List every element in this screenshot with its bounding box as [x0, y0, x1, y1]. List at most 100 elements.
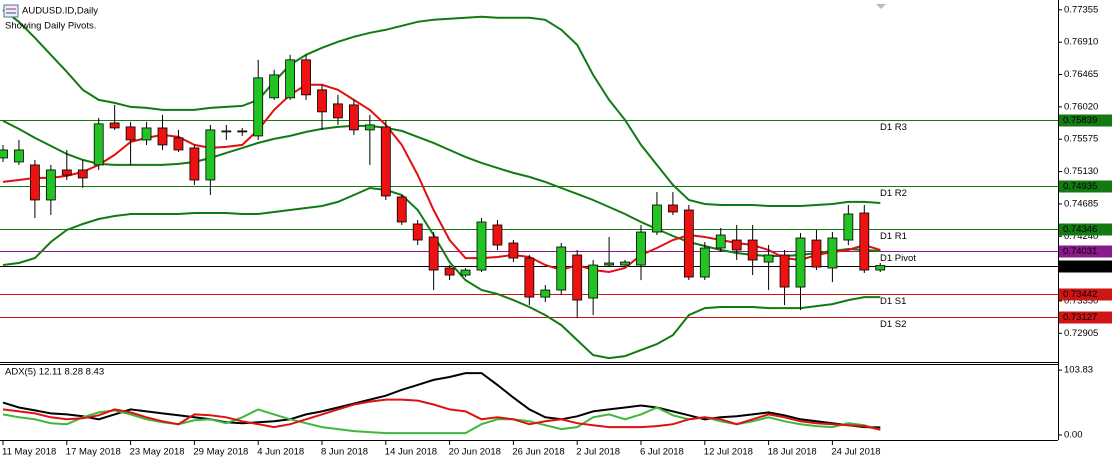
price-box: [1059, 311, 1112, 324]
candle-body: [141, 127, 152, 141]
price-box: [1059, 260, 1112, 273]
indicator-title: ADX(5) 12.11 8.28 8.43: [5, 367, 104, 378]
candle-body: [157, 127, 168, 146]
candle-body: [348, 104, 359, 131]
candle-body: [875, 265, 886, 271]
pivot-label: D1 R2: [880, 188, 907, 199]
y-tick-label: 103.83: [1064, 365, 1093, 376]
candle-body: [556, 246, 567, 291]
x-tick-label: 11 May 2018: [2, 447, 56, 458]
candle-body: [476, 221, 487, 271]
candle-body: [524, 257, 535, 298]
candle-body: [0, 149, 8, 159]
candle-body: [460, 269, 471, 276]
y-tick-label: 0.72905: [1064, 328, 1098, 339]
candle-body: [428, 236, 439, 271]
candle-body: [620, 261, 630, 266]
candle-body: [715, 234, 726, 249]
x-tick-label: 2 Jul 2018: [576, 447, 620, 458]
price-box: [1059, 223, 1112, 236]
candle-body: [396, 196, 407, 223]
price-box-label: 0.75839: [1063, 115, 1097, 126]
candle-body: [588, 264, 599, 299]
candle-body: [508, 242, 519, 259]
x-tick-label: 24 Jul 2018: [831, 447, 880, 458]
pivot-label: D1 R3: [880, 122, 907, 133]
x-tick-label: 29 May 2018: [193, 447, 248, 458]
candle-body: [444, 267, 455, 276]
candle-body: [604, 262, 614, 266]
price-box: [1059, 114, 1112, 127]
candle-body: [572, 254, 583, 301]
candle-body: [364, 124, 375, 131]
candle-body: [779, 254, 790, 288]
chart-title: AUDUSD.ID,Daily: [22, 6, 98, 17]
x-tick-label: 14 Jun 2018: [385, 447, 437, 458]
candle-body: [540, 289, 551, 298]
price-box: [1059, 180, 1112, 193]
candle-body: [859, 212, 870, 271]
candle-body: [29, 164, 40, 201]
y-tick-label: 0.73350: [1064, 295, 1098, 306]
candle-body: [93, 123, 104, 166]
candle-body: [636, 231, 646, 266]
candle-body: [731, 239, 742, 251]
candle-body: [747, 239, 758, 261]
candle-body: [237, 130, 248, 133]
candle-body: [45, 169, 56, 201]
indicator-line: [2, 186, 881, 360]
chart-subtitle: Showing Daily Pivots.: [5, 21, 96, 32]
x-tick-label: 17 May 2018: [66, 447, 121, 458]
y-tick-label: 0.00: [1064, 430, 1083, 441]
candle-body: [492, 224, 503, 246]
candle-body: [811, 239, 822, 268]
chart-icon: [3, 4, 19, 18]
candle-body: [221, 130, 232, 133]
candle-body: [173, 137, 184, 151]
x-tick-label: 4 Jun 2018: [257, 447, 304, 458]
y-tick-label: 0.74685: [1064, 198, 1098, 209]
price-box-label: 0.73442: [1063, 289, 1097, 300]
candle-body: [380, 126, 391, 197]
indicator-line: [2, 9, 881, 207]
x-tick-label: 23 May 2018: [130, 447, 185, 458]
candle-body: [827, 237, 838, 269]
candle-body: [317, 89, 327, 113]
candle-body: [285, 59, 296, 99]
x-tick-label: 26 Jun 2018: [512, 447, 564, 458]
pivot-label: D1 R1: [880, 231, 907, 242]
price-box: [1059, 288, 1112, 301]
pivot-label: D1 Pivot: [880, 253, 916, 264]
pivot-label: D1 S2: [880, 319, 906, 330]
candle-body: [253, 77, 264, 137]
price-box: [1059, 245, 1112, 258]
candle-body: [14, 149, 24, 163]
shift-marker: [876, 4, 886, 9]
candle-body: [795, 237, 806, 288]
price-box-label: 0.73837: [1063, 261, 1097, 272]
x-tick-label: 20 Jun 2018: [449, 447, 501, 458]
candle-body: [763, 254, 774, 263]
candle-body: [843, 213, 854, 241]
candle-body: [189, 147, 200, 181]
candle-body: [412, 223, 423, 241]
y-tick-label: 0.76465: [1064, 69, 1098, 80]
price-box-label: 0.74935: [1063, 181, 1097, 192]
y-tick-label: 0.74240: [1064, 231, 1098, 242]
indicator-line: [2, 120, 881, 257]
x-tick-label: 18 Jul 2018: [768, 447, 817, 458]
icon-frame: [3, 4, 19, 18]
candle-body: [205, 129, 216, 181]
candle-body: [699, 247, 710, 278]
y-tick-label: 0.77355: [1064, 4, 1098, 15]
y-tick-label: 0.75130: [1064, 166, 1098, 177]
candle-body: [109, 122, 120, 129]
price-box-label: 0.74346: [1063, 224, 1097, 235]
candle-body: [652, 204, 662, 233]
x-tick-label: 6 Jul 2018: [640, 447, 684, 458]
candle-body: [683, 209, 694, 278]
candle-body: [301, 59, 311, 96]
